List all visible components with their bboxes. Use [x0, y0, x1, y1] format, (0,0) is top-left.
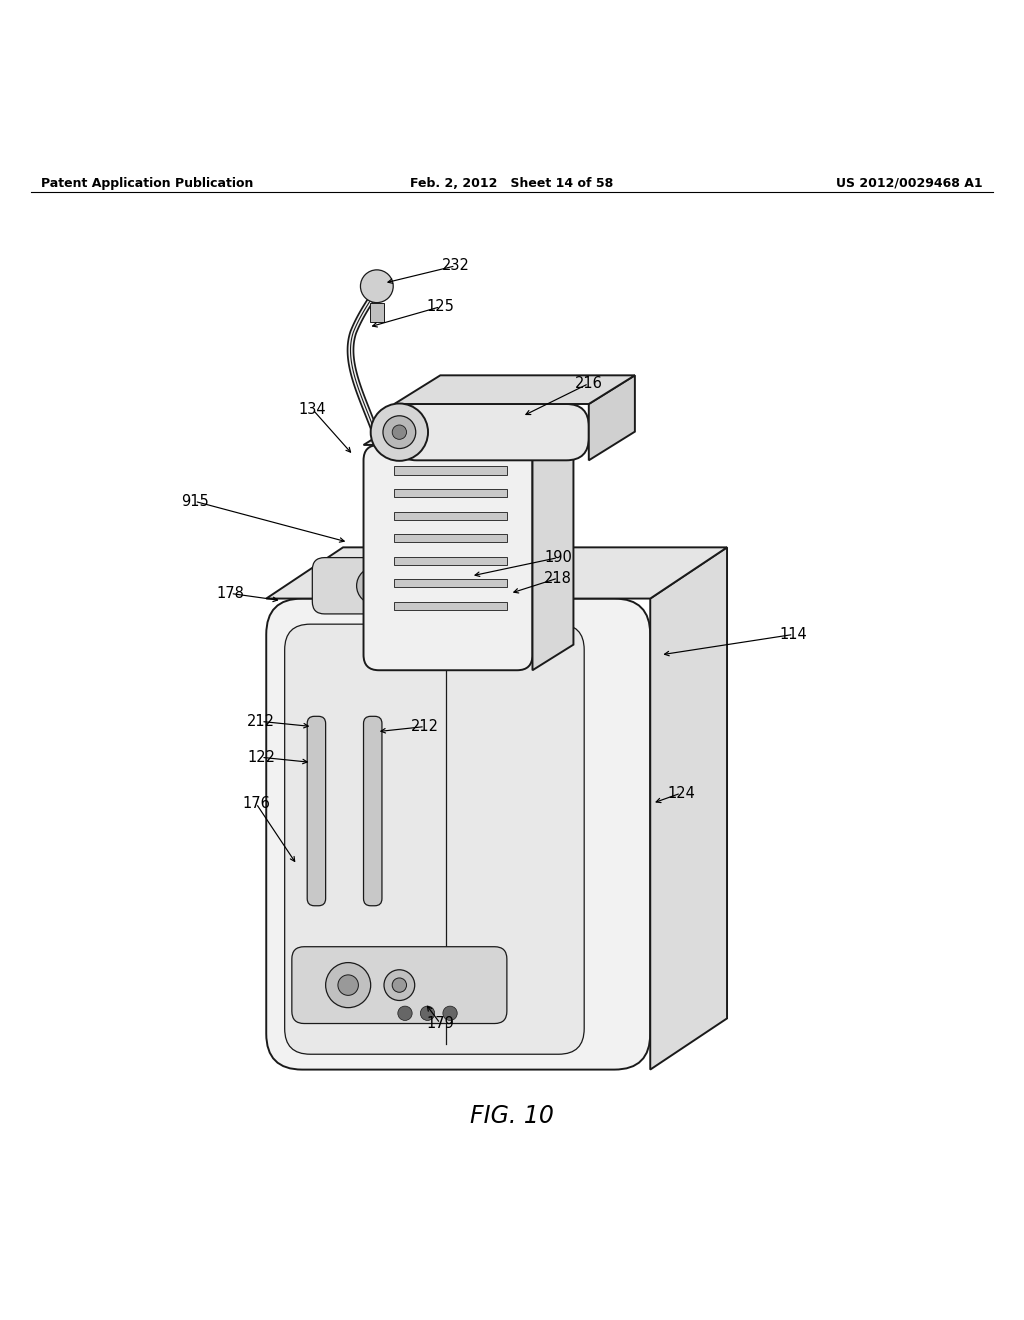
Text: FIG. 10: FIG. 10 [470, 1104, 554, 1127]
Circle shape [420, 1006, 434, 1020]
Text: 179: 179 [426, 1016, 455, 1031]
Circle shape [356, 568, 393, 605]
Text: 134: 134 [299, 401, 326, 417]
Circle shape [338, 975, 358, 995]
Polygon shape [394, 375, 635, 404]
Text: 122: 122 [247, 750, 275, 764]
Polygon shape [532, 420, 573, 671]
Text: US 2012/0029468 A1: US 2012/0029468 A1 [837, 177, 983, 190]
FancyBboxPatch shape [292, 946, 507, 1023]
FancyBboxPatch shape [364, 717, 382, 906]
Polygon shape [394, 602, 507, 610]
Circle shape [371, 404, 428, 461]
Text: 190: 190 [544, 550, 572, 565]
Circle shape [383, 416, 416, 449]
Text: 232: 232 [441, 259, 470, 273]
Polygon shape [589, 375, 635, 461]
Text: 114: 114 [779, 627, 808, 642]
Polygon shape [394, 488, 507, 498]
Text: Patent Application Publication: Patent Application Publication [41, 177, 253, 190]
Text: 176: 176 [242, 796, 270, 810]
Circle shape [384, 970, 415, 1001]
FancyBboxPatch shape [285, 624, 584, 1055]
FancyBboxPatch shape [307, 717, 326, 906]
Circle shape [423, 579, 435, 591]
Text: 915: 915 [180, 494, 209, 508]
Circle shape [360, 269, 393, 302]
Circle shape [326, 962, 371, 1007]
Text: 125: 125 [426, 300, 455, 314]
Text: 216: 216 [574, 376, 603, 391]
Polygon shape [394, 557, 507, 565]
Polygon shape [394, 466, 507, 475]
Polygon shape [370, 302, 384, 322]
FancyBboxPatch shape [394, 404, 589, 461]
Polygon shape [394, 512, 507, 520]
Polygon shape [266, 548, 727, 598]
Text: 124: 124 [667, 785, 695, 801]
Circle shape [367, 578, 383, 594]
FancyBboxPatch shape [312, 557, 492, 614]
Circle shape [415, 572, 443, 601]
Polygon shape [364, 420, 573, 445]
Text: 218: 218 [544, 570, 572, 586]
FancyBboxPatch shape [364, 445, 532, 671]
Polygon shape [394, 579, 507, 587]
Text: 212: 212 [411, 719, 439, 734]
Polygon shape [394, 535, 507, 543]
Circle shape [392, 425, 407, 440]
Circle shape [397, 1006, 412, 1020]
Circle shape [392, 978, 407, 993]
Text: 178: 178 [216, 586, 245, 601]
Polygon shape [650, 548, 727, 1069]
FancyBboxPatch shape [266, 598, 650, 1069]
Text: Feb. 2, 2012   Sheet 14 of 58: Feb. 2, 2012 Sheet 14 of 58 [411, 177, 613, 190]
Text: 212: 212 [247, 714, 275, 729]
Circle shape [442, 1006, 457, 1020]
